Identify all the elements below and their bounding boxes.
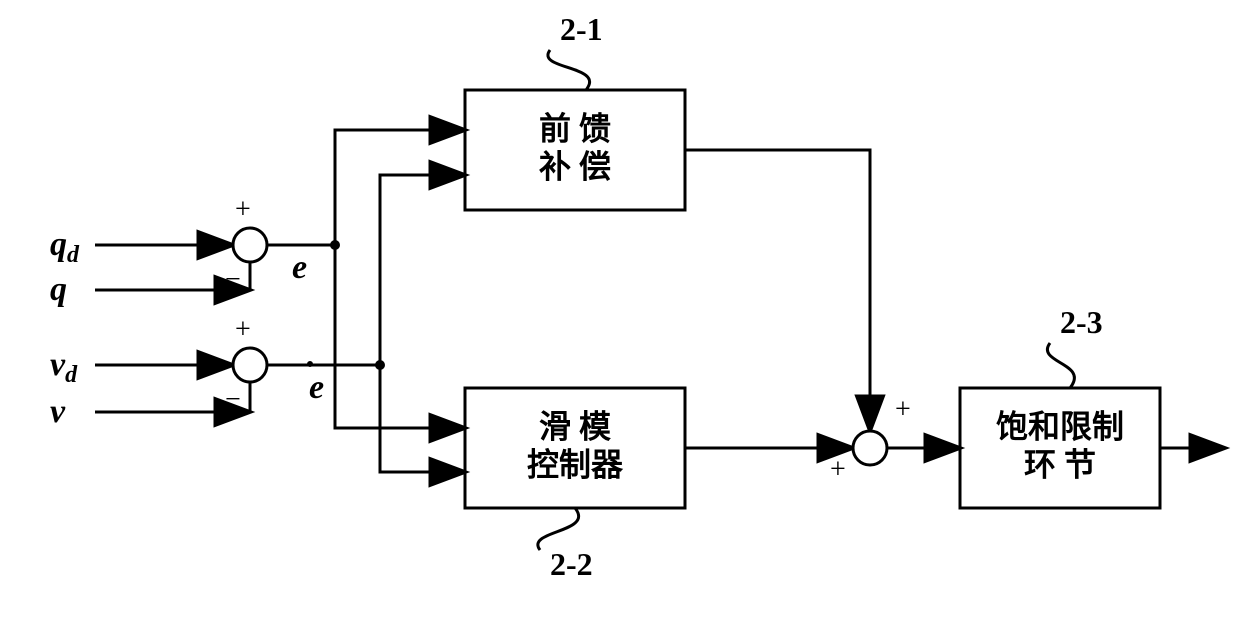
block-feedforward-line2: 补 偿 xyxy=(539,148,611,184)
edot-dot xyxy=(307,361,313,367)
label-qd: qd xyxy=(50,226,80,268)
block-saturation-line1: 饱和限制 xyxy=(996,408,1124,444)
wire-e-to-smc xyxy=(335,245,465,428)
sum-node-2 xyxy=(233,348,267,382)
sum-node-1 xyxy=(233,228,267,262)
label-q: q xyxy=(50,271,67,308)
sum2-plus: + xyxy=(235,314,251,345)
sum1-minus: − xyxy=(225,264,241,295)
label-e: e xyxy=(292,249,307,286)
sum1-plus: + xyxy=(235,194,251,225)
callout-curve-ff xyxy=(548,50,590,90)
sum-node-3 xyxy=(853,431,887,465)
wire-ff-to-sum3 xyxy=(685,150,870,431)
block-saturation-line2: 环 节 xyxy=(1024,446,1096,482)
wire-edot-to-smc xyxy=(380,365,465,472)
callout-ff: 2-1 xyxy=(560,11,603,47)
block-sliding-mode-line2: 控制器 xyxy=(527,446,624,482)
sum3-plus-top: + xyxy=(895,394,911,425)
label-edot: e xyxy=(309,369,324,406)
sum3-plus-left: + xyxy=(830,454,846,485)
label-v: v xyxy=(50,393,66,430)
label-vd: vd xyxy=(50,346,78,388)
callout-smc: 2-2 xyxy=(550,546,593,582)
callout-curve-sat xyxy=(1047,343,1074,388)
callout-curve-smc xyxy=(538,508,579,550)
callout-sat: 2-3 xyxy=(1060,304,1103,340)
wire-edot-to-ff xyxy=(380,175,465,365)
wire-e-to-ff xyxy=(335,130,465,245)
block-diagram: qdq vd v + − + − e e 前 馈补 偿滑 模控制器 饱和限制环 节 + +2-1 2-2 2… xyxy=(0,0,1240,618)
sum2-minus: − xyxy=(225,384,241,415)
block-feedforward-line1: 前 馈 xyxy=(539,110,611,146)
block-sliding-mode-line1: 滑 模 xyxy=(539,408,611,444)
